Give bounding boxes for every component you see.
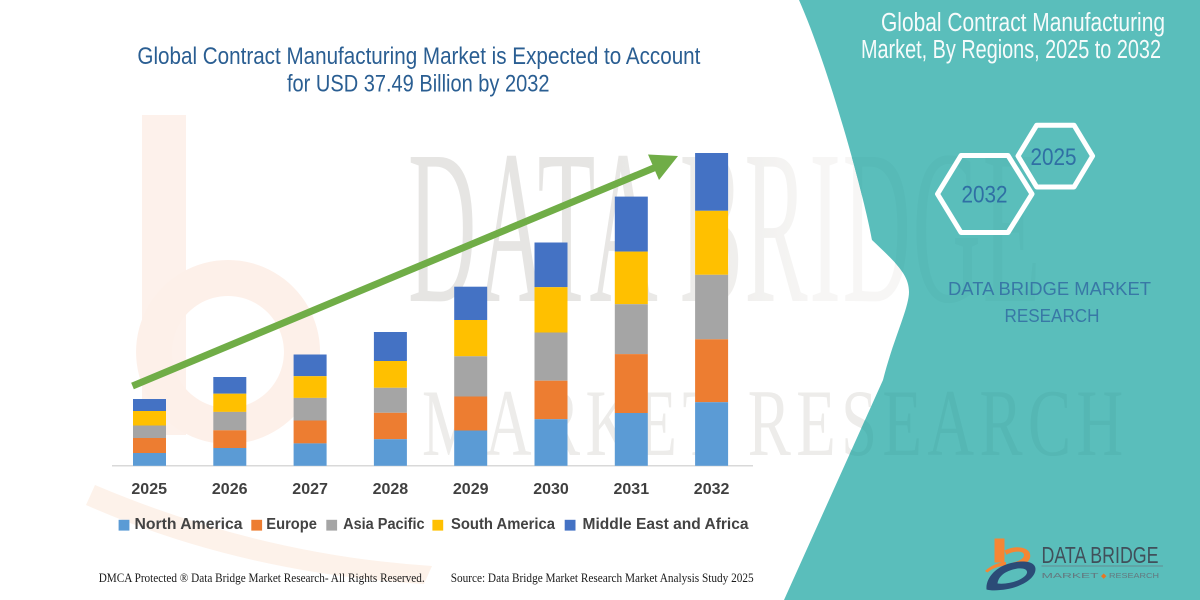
svg-text:◆: ◆ — [1101, 573, 1107, 580]
svg-text:for USD 37.49 Billion by 2032: for USD 37.49 Billion by 2032 — [287, 71, 550, 98]
svg-text:RESEARCH: RESEARCH — [1109, 573, 1159, 580]
svg-text:Middle East and Africa: Middle East and Africa — [583, 516, 749, 533]
svg-text:2030: 2030 — [533, 481, 569, 498]
svg-text:2027: 2027 — [292, 481, 328, 498]
svg-text:2032: 2032 — [962, 182, 1008, 209]
svg-text:Asia Pacific: Asia Pacific — [343, 516, 425, 533]
svg-text:Market, By Regions, 2025 to 20: Market, By Regions, 2025 to 2032 — [861, 36, 1161, 64]
svg-text:2025: 2025 — [1031, 144, 1077, 171]
svg-text:Global Contract Manufacturing: Global Contract Manufacturing Market is … — [137, 43, 700, 70]
svg-text:North America: North America — [135, 516, 243, 533]
svg-text:South America: South America — [451, 516, 555, 533]
svg-text:2025: 2025 — [131, 481, 167, 498]
svg-text:Source: Data Bridge Market Res: Source: Data Bridge Market Research Mark… — [451, 571, 754, 585]
svg-text:2031: 2031 — [614, 481, 650, 498]
svg-text:2026: 2026 — [212, 481, 248, 498]
svg-text:2032: 2032 — [694, 481, 730, 498]
svg-text:2029: 2029 — [453, 481, 489, 498]
svg-text:RESEARCH: RESEARCH — [1005, 306, 1100, 326]
svg-text:DMCA Protected ® Data Bridge M: DMCA Protected ® Data Bridge Market Rese… — [99, 571, 425, 585]
svg-text:Global Contract Manufacturing: Global Contract Manufacturing — [881, 9, 1165, 37]
svg-text:2028: 2028 — [373, 481, 409, 498]
svg-text:MARKET: MARKET — [1042, 573, 1100, 580]
svg-text:DATA BRIDGE: DATA BRIDGE — [1042, 542, 1159, 568]
svg-text:Europe: Europe — [266, 516, 317, 533]
svg-text:DATA BRIDGE MARKET: DATA BRIDGE MARKET — [948, 279, 1151, 299]
